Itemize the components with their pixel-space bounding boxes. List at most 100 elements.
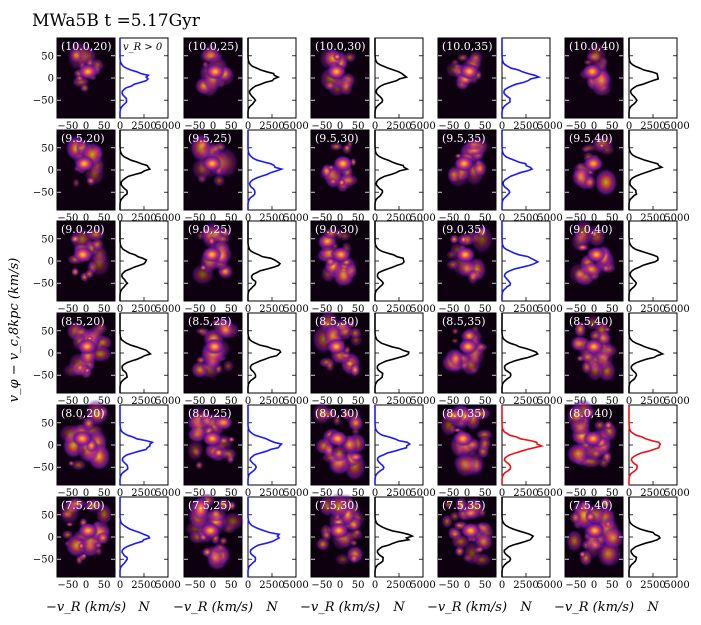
x-tick-label: 0 [83,580,89,591]
x-tick-label: 0 [210,580,216,591]
x-tick-label: 0 [626,580,632,591]
histogram-panel-bg [501,496,551,578]
histogram-panel-bg [119,312,169,394]
phase-panel: (8.0,40)−50 0 50 [564,399,624,499]
x-tick-label: 5000 [283,580,308,591]
x-tick-label: 5000 [664,121,689,132]
density-blob [201,547,213,557]
density-core [201,246,222,263]
density-blob [569,418,592,436]
x-tick-label: 5000 [155,304,180,315]
x-tick-label: −50 [57,580,78,591]
density-core [584,522,605,539]
density-blob [219,447,237,460]
histogram-curve [247,221,282,301]
x-tick-label: 2500 [259,396,284,407]
density-blob [470,224,494,254]
histogram-panel-bg [628,37,678,119]
density-core [459,63,480,80]
density-blob [449,234,460,245]
panel-label: (7.5,35) [442,499,486,512]
x-tick-label: 0 [83,213,89,224]
x-tick-label: 2500 [513,488,538,499]
density-blob [595,347,614,371]
density-blob [598,143,606,149]
x-tick-label: 50 [225,121,238,132]
density-blob [472,159,488,177]
x-tick-label: 50 [98,213,111,224]
density-core [455,246,476,263]
x-tick-label: 5000 [283,213,308,224]
histogram-panel-bg [501,129,551,211]
density-blob [333,318,351,332]
density-blob [189,132,213,163]
density-blob [71,267,80,277]
x-tick-label: 50 [352,304,365,315]
histogram-panel-bg [247,404,297,486]
density-core [205,63,226,80]
x-tick-label: 0 [372,396,378,407]
density-blob [569,511,581,524]
x-tick-label: −50 [565,304,586,315]
density-blob [339,351,352,360]
density-core [72,246,93,263]
x-tick-label: 50 [606,580,619,591]
x-tick-label: 0 [117,304,123,315]
histogram-curve [628,38,660,118]
density-core [327,430,348,447]
x-tick-label: 2500 [131,396,156,407]
density-blob [91,237,104,251]
density-blob [217,320,235,340]
x-tick-label: 50 [606,304,619,315]
x-tick-label: 50 [225,396,238,407]
density-blob [593,420,606,431]
histogram-panel-bg [501,312,551,394]
density-blob [87,251,111,277]
panel-label: (9.5,25) [188,132,232,145]
x-tick-label: 0 [210,304,216,315]
density-blob [589,538,602,552]
histogram-curve [374,313,410,393]
panel-label: (8.0,20) [61,407,105,420]
x-tick-label: 50 [606,396,619,407]
density-blob [341,407,351,421]
panel-label: (8.0,35) [442,407,486,420]
phase-panel: (7.5,30) −50 0 50 [310,492,370,591]
x-tick-label: 0 [626,121,632,132]
x-axis-label-hist: N [137,600,150,615]
density-blob [467,269,479,285]
density-blob [478,435,492,452]
density-blob [334,553,351,566]
y-tick-label: 0 [48,257,54,268]
x-tick-label: 2500 [640,121,665,132]
density-blob [478,507,487,518]
density-blob [476,226,488,239]
histogram-curve [247,130,285,210]
phase-panel: (8.5,40) −50 0 50 [564,312,624,407]
density-blob [584,512,596,522]
y-tick-label: 0 [48,166,54,177]
density-blob [86,175,96,187]
x-tick-label: −50 [184,396,205,407]
x-tick-label: 0 [245,580,251,591]
histogram-curve [628,130,664,210]
x-axis-label-phase: −v_R (km/s) [300,600,380,615]
x-tick-label: 0 [117,213,123,224]
x-tick-label: −50 [438,488,459,499]
density-core [458,338,479,355]
density-blob [191,496,210,521]
phase-panel: (9.0,25) −50 0 50 [183,220,243,315]
x-tick-label: 2500 [259,121,284,132]
histogram-curve [119,497,151,577]
x-tick-label: 2500 [386,580,411,591]
histogram-panel-bg [628,496,678,578]
density-core [583,155,604,172]
density-blob [312,402,332,425]
x-tick-label: 50 [98,121,111,132]
